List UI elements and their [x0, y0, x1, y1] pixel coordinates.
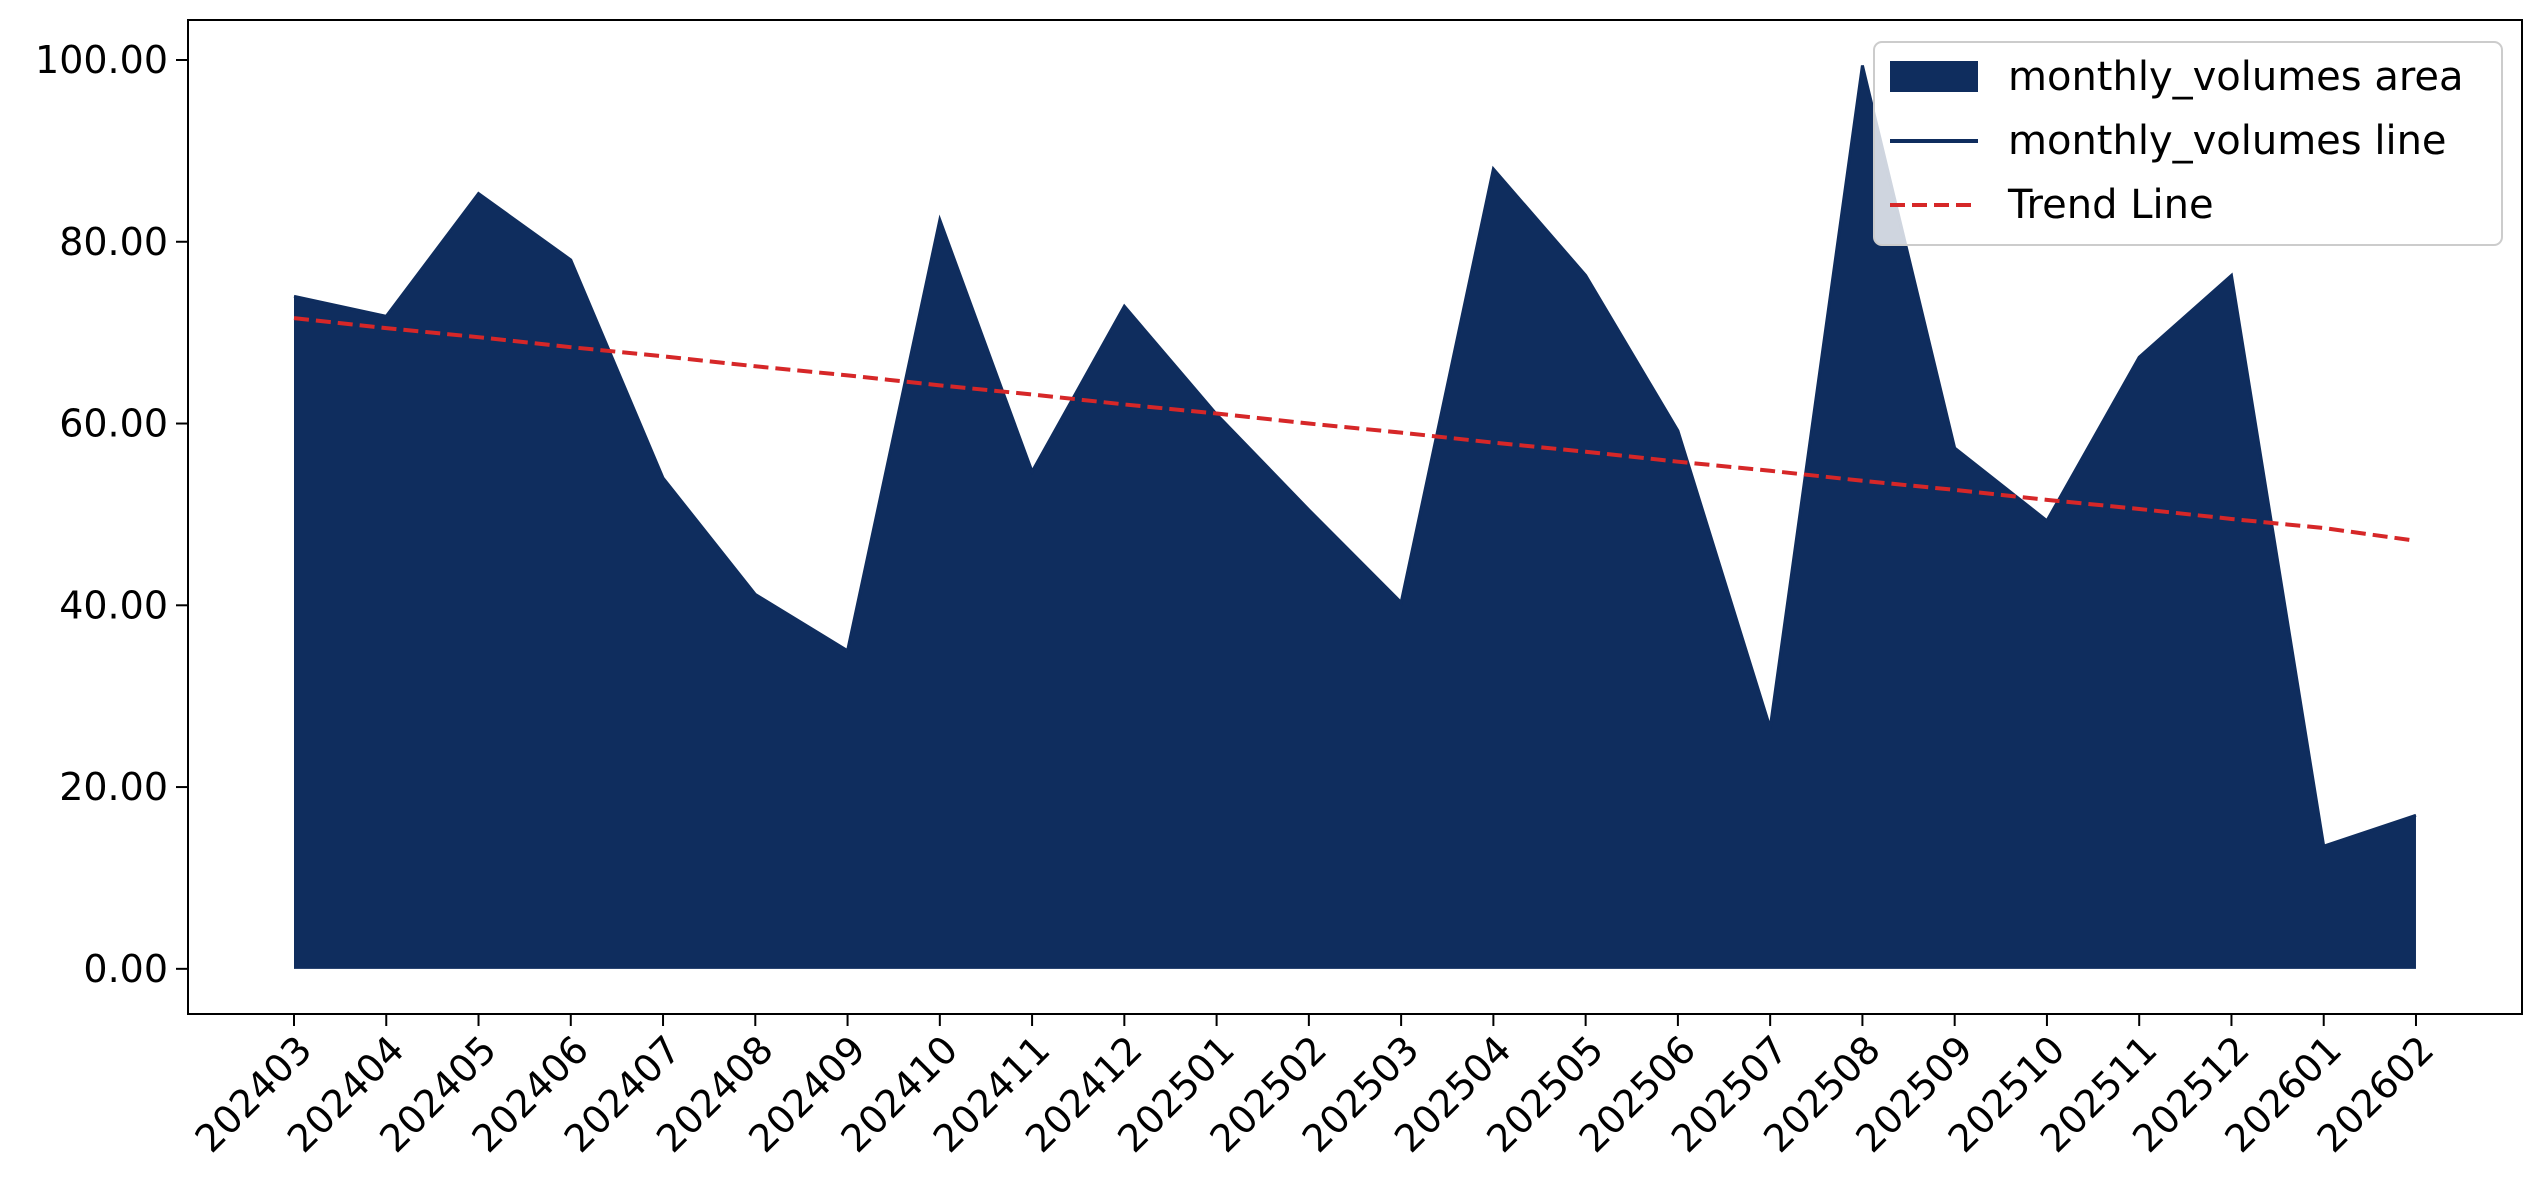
- trend-line: [293, 316, 2417, 543]
- legend-label-area: monthly_volumes area: [2008, 54, 2464, 100]
- y-axis: 0.00 20.00 40.00 60.00 80.00 100.00: [35, 38, 188, 991]
- x-axis: 2024032024042024052024062024072024082024…: [187, 1014, 2442, 1161]
- y-tick-label: 100.00: [35, 38, 168, 82]
- legend-frame: [1873, 41, 2503, 246]
- series-line: [293, 65, 2417, 849]
- y-tick-label: 20.00: [59, 765, 168, 809]
- legend-label-trend: Trend Line: [2007, 182, 2214, 228]
- y-tick-label: 80.00: [59, 220, 168, 264]
- y-tick-label: 40.00: [59, 583, 168, 627]
- line-layer: [293, 65, 2417, 849]
- legend-label-line: monthly_volumes line: [2008, 118, 2447, 164]
- y-tick-label: 60.00: [59, 402, 168, 446]
- area-layer: [294, 65, 2416, 969]
- legend: monthly_volumes area monthly_volumes lin…: [1873, 41, 2503, 246]
- legend-area-swatch: [1890, 61, 1978, 92]
- area-fill: [294, 65, 2416, 969]
- y-tick-label: 0.00: [83, 947, 168, 991]
- plot-frame: [187, 19, 2523, 1015]
